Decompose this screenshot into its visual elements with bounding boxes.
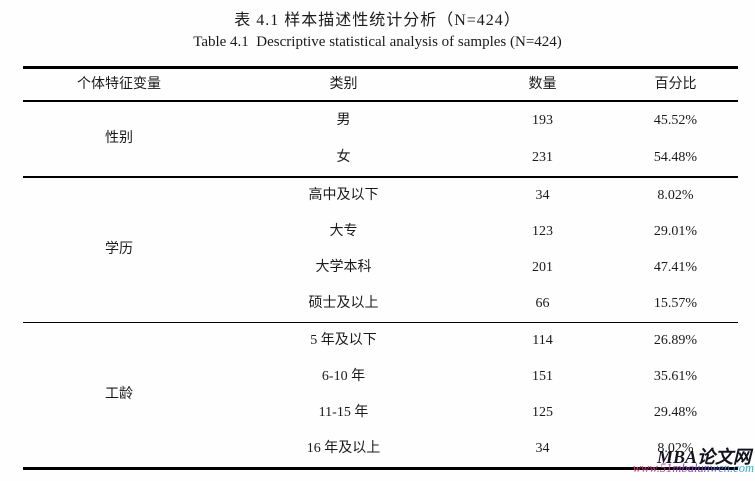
cell-category: 6-10 年 <box>321 369 366 385</box>
table-title-en: Table 4.1 Descriptive statistical analys… <box>193 34 562 50</box>
cell-category: 高中及以下 <box>308 188 379 204</box>
table-title-zh: 表 4.1 样本描述性统计分析（N=424） <box>234 12 521 29</box>
cell-count: 193 <box>532 112 553 128</box>
col-header-count: 数量 <box>472 67 613 102</box>
table-row: 大专 123 29.01% <box>23 214 738 250</box>
cell-category: 男 <box>336 112 351 128</box>
table-header-row: 个体特征变量 类别 数量 百分比 <box>23 67 738 102</box>
cell-percent: 8.02% <box>657 441 694 457</box>
cell-count: 34 <box>535 188 550 204</box>
watermark-site-name: MBA论文网 <box>656 447 751 467</box>
cell-percent: 45.52% <box>653 112 698 128</box>
cell-count: 66 <box>472 286 613 323</box>
cell-count: 201 <box>532 260 553 276</box>
table-row: 16 年及以上 34 8.02% <box>23 431 738 469</box>
cell-percent: 35.61% <box>653 369 698 385</box>
table-row: 学历 高中及以下 34 8.02% <box>23 177 738 323</box>
cell-category: 大专 <box>329 224 358 240</box>
cell-percent: 47.41% <box>653 260 698 276</box>
cell-percent: 29.01% <box>653 224 698 240</box>
cell-percent: 54.48% <box>613 139 738 178</box>
cell-count: 123 <box>532 224 553 240</box>
table-row: 硕士及以上 66 15.57% <box>23 286 738 323</box>
cell-count: 231 <box>472 139 613 178</box>
table-row: 大学本科 201 47.41% <box>23 250 738 286</box>
cell-count: 34 <box>535 441 550 457</box>
descriptive-statistics-table: 个体特征变量 类别 数量 百分比 性别 男 193 45.52% 女 231 5… <box>23 66 738 470</box>
cell-category: 女 <box>215 139 472 178</box>
col-header-variable: 个体特征变量 <box>23 67 215 102</box>
cell-count: 125 <box>532 405 553 421</box>
table-row: 11-15 年 125 29.48% <box>23 395 738 431</box>
cell-category: 硕士及以上 <box>215 286 472 323</box>
cell-percent: 15.57% <box>613 286 738 323</box>
cell-count: 114 <box>532 333 553 349</box>
cell-category: 5 年及以下 <box>310 333 377 349</box>
col-header-percent: 百分比 <box>613 67 738 102</box>
table-row: 性别 男 193 45.52% <box>23 101 738 178</box>
cell-category: 11-15 年 <box>318 405 369 421</box>
cell-percent: 26.89% <box>653 333 698 349</box>
watermark-url: www.51mbalunwen.com <box>632 461 754 475</box>
cell-percent: 29.48% <box>653 405 698 421</box>
col-header-category: 类别 <box>215 67 472 102</box>
group-label-tenure: 工龄 <box>105 387 133 403</box>
cell-count: 151 <box>532 369 553 385</box>
cell-category: 大学本科 <box>315 260 372 276</box>
table-row: 女 231 54.48% <box>23 139 738 178</box>
cell-percent: 8.02% <box>657 188 694 204</box>
group-label-gender: 性别 <box>23 101 215 178</box>
table-row: 6-10 年 151 35.61% <box>23 359 738 395</box>
cell-category: 16 年及以上 <box>306 441 381 457</box>
group-label-education: 学历 <box>23 177 215 323</box>
table-row: 工龄 5 年及以下 114 26.89% <box>23 323 738 402</box>
